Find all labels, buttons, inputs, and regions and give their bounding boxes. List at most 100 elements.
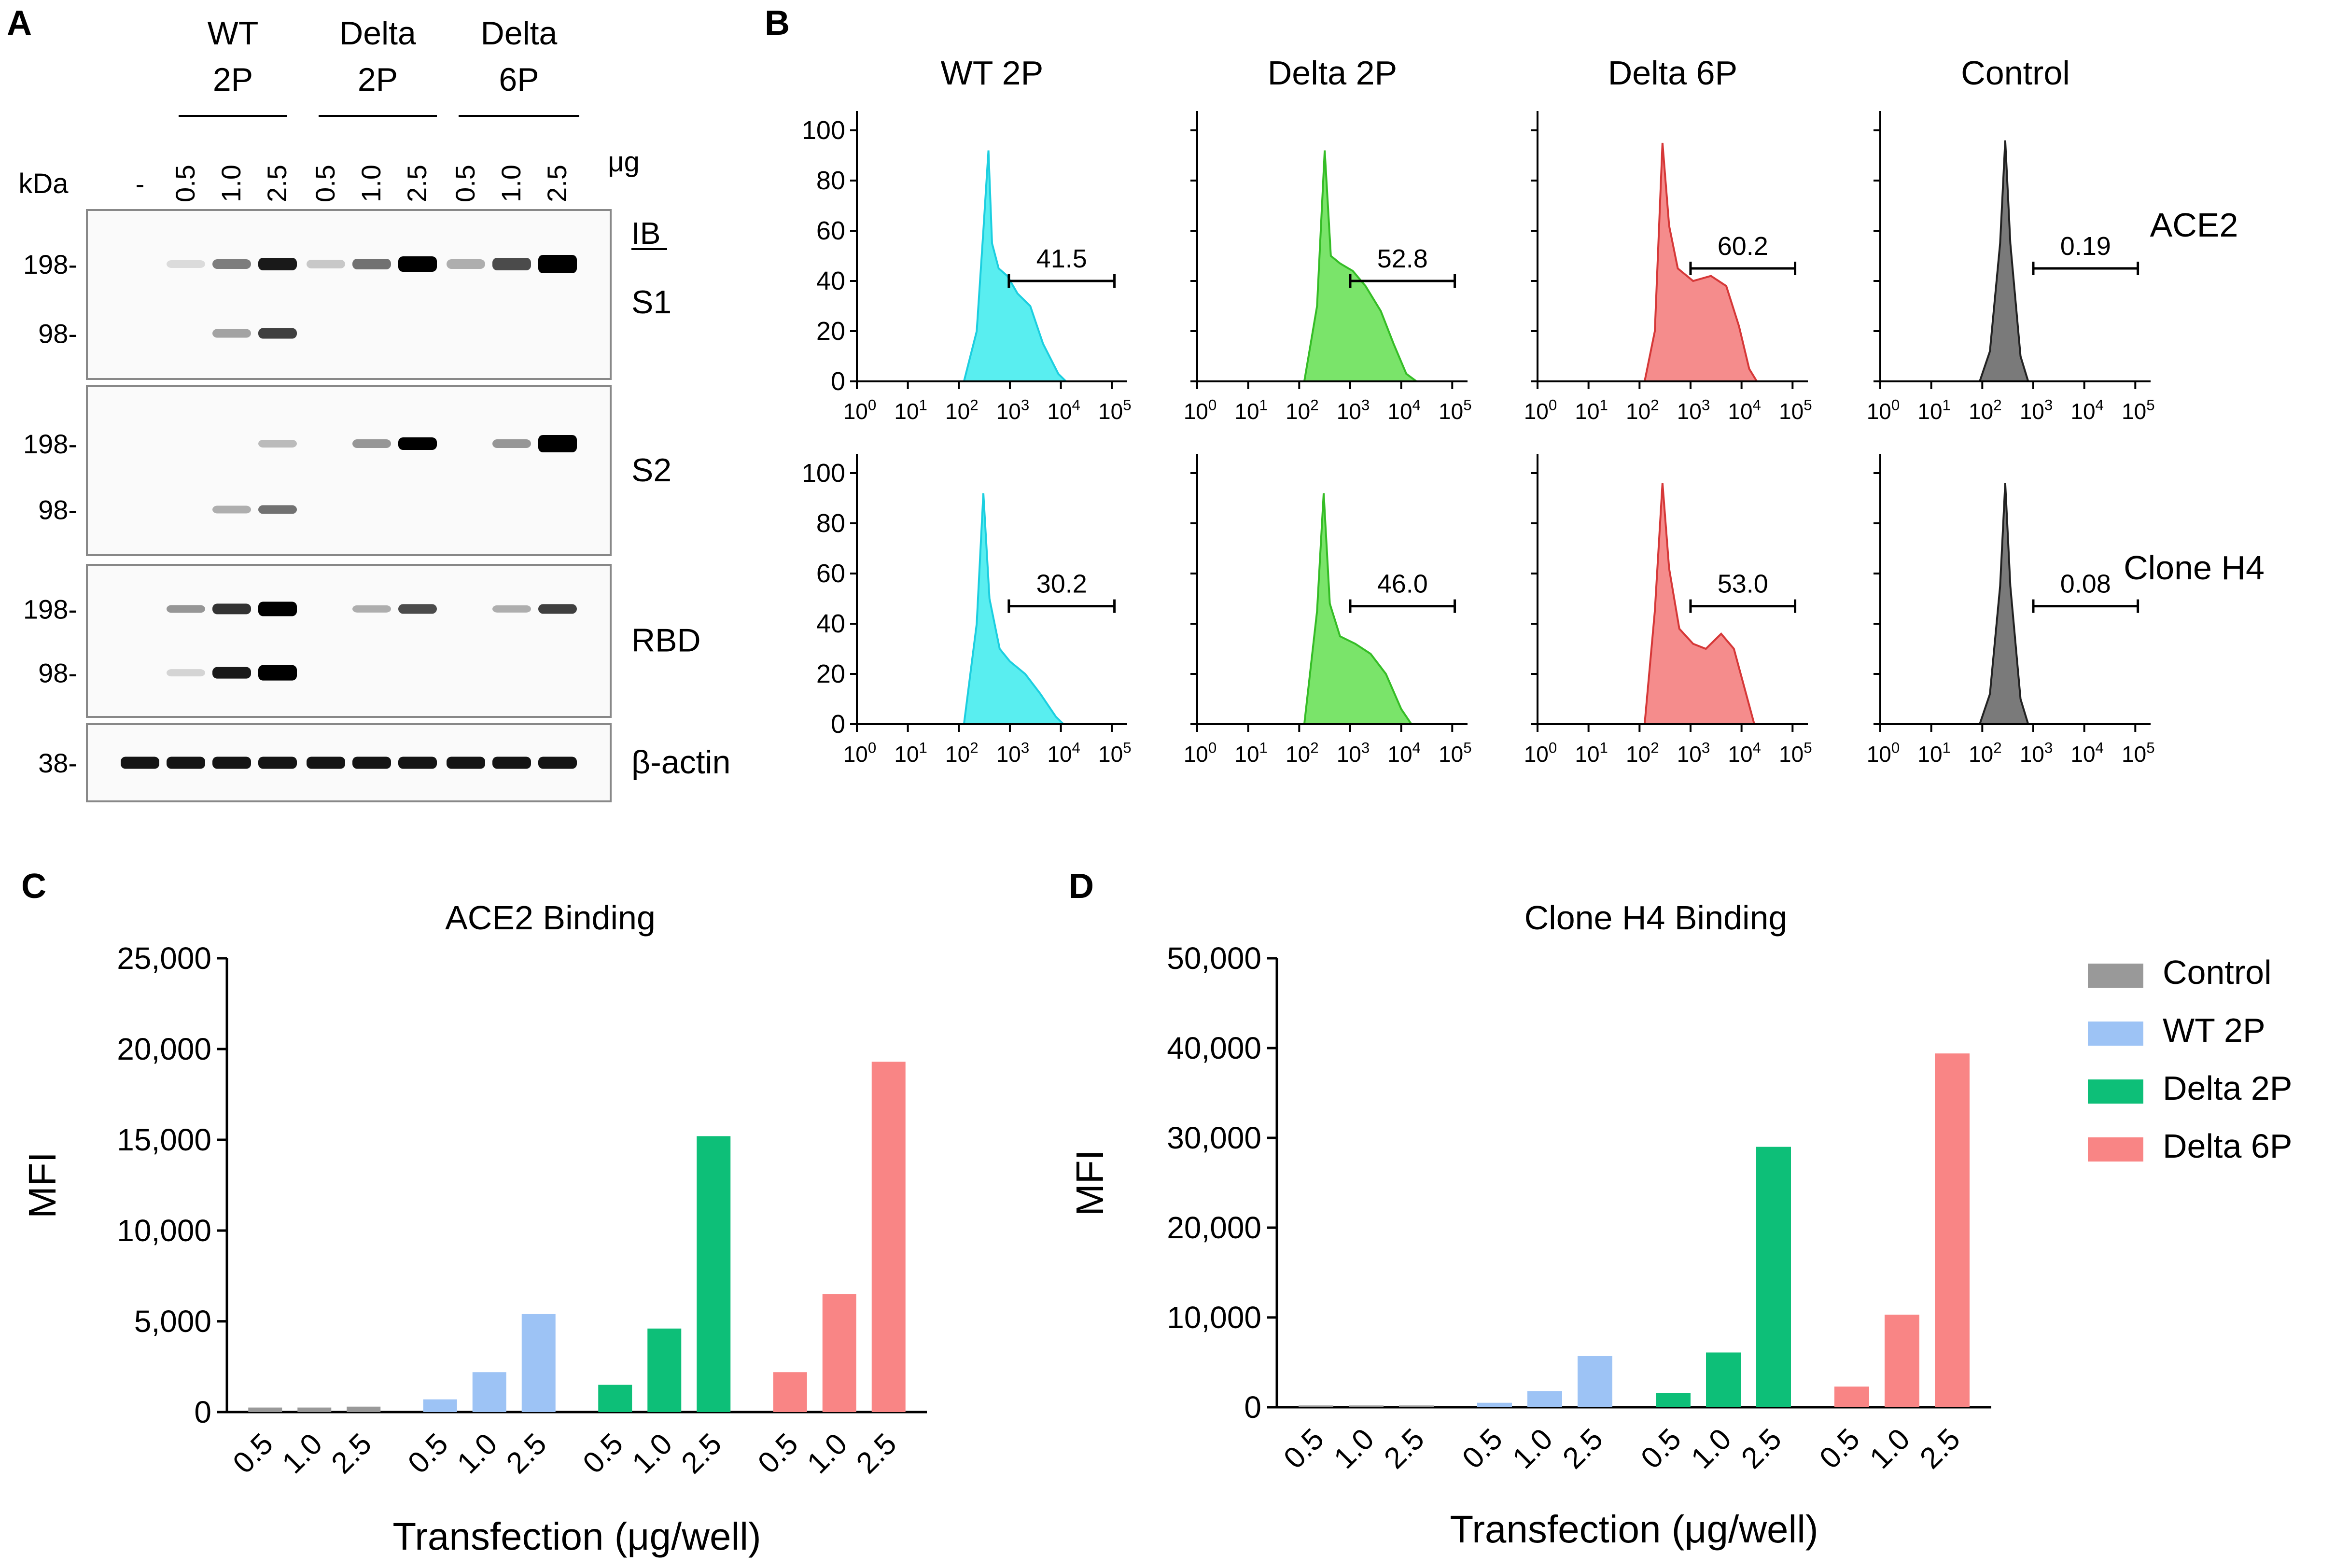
x-tick-label: 0.5 [752, 1427, 805, 1480]
histogram-column-title: WT 2P [941, 54, 1044, 92]
tick-base: 10 [1969, 742, 1993, 767]
y-tick-label: 50,000 [1167, 941, 1261, 976]
protein-band [212, 667, 251, 679]
x-tick-label: 101 [1234, 397, 1268, 424]
tick-base: 10 [1867, 742, 1891, 767]
gate-percentage: 60.2 [1718, 232, 1768, 261]
tick-exponent: 1 [1943, 740, 1951, 756]
x-axis-label: Transfection (μg/well) [392, 1515, 761, 1558]
y-tick-label: 20 [816, 659, 845, 688]
x-tick-label: 103 [2020, 740, 2053, 767]
blot-frame [86, 385, 612, 556]
legend-swatch [2088, 1022, 2143, 1046]
tick-exponent: 3 [1702, 397, 1710, 414]
x-tick-label: 104 [1728, 397, 1761, 424]
gate-percentage: 46.0 [1377, 570, 1428, 599]
tick-base: 10 [1439, 399, 1463, 424]
tick-base: 10 [1047, 399, 1072, 424]
y-tick-label: 10,000 [117, 1213, 211, 1248]
histogram-column-title: Delta 2P [1268, 54, 1397, 92]
lane-dose-label: 1.0 [356, 165, 386, 202]
tick-base: 10 [1286, 399, 1310, 424]
bar-control [1299, 1405, 1333, 1407]
tick-base: 10 [1184, 742, 1208, 767]
protein-band [538, 604, 577, 614]
protein-band [167, 260, 205, 268]
x-tick-label: 1.0 [1328, 1422, 1381, 1475]
protein-band [212, 505, 251, 514]
ib-label: IB [631, 216, 660, 251]
bar-delta-6p [1834, 1386, 1869, 1407]
tick-exponent: 4 [1753, 397, 1761, 414]
histogram-curve [1978, 483, 2030, 725]
group-label-line2: 2P [213, 61, 253, 98]
tick-exponent: 1 [919, 397, 927, 414]
y-tick-label: 40 [816, 609, 845, 638]
tick-base: 10 [1677, 742, 1702, 767]
histogram-curve [1643, 142, 1759, 382]
x-tick-label: 2.5 [325, 1427, 378, 1480]
legend-swatch [2088, 1137, 2143, 1162]
tick-base: 10 [1779, 399, 1804, 424]
y-tick-label: 40 [816, 266, 845, 295]
protein-band [167, 669, 205, 677]
x-tick-label: 100 [1524, 397, 1557, 424]
tick-base: 10 [1626, 399, 1650, 424]
tick-exponent: 5 [1804, 397, 1812, 414]
group-label-line1: Delta [339, 15, 416, 52]
legend-label: Delta 6P [2163, 1127, 2292, 1165]
panel-b-flow-histograms: BWT 2P Delta 2P Delta 6P ControlACE20204060… [765, 4, 2265, 767]
tick-exponent: 4 [1753, 740, 1761, 756]
histogram-row-label: ACE2 [2150, 206, 2238, 244]
x-tick-label: 103 [996, 397, 1030, 424]
lane-negative-label: - [136, 168, 145, 199]
tick-exponent: 4 [1412, 397, 1421, 414]
tick-base: 10 [945, 742, 970, 767]
bar-delta-2p [1756, 1147, 1791, 1407]
mw-marker: 198- [23, 429, 77, 459]
x-axis-label: Transfection (μg/well) [1450, 1508, 1818, 1551]
tick-base: 10 [1098, 742, 1123, 767]
protein-band [121, 756, 159, 769]
x-tick-label: 104 [1387, 397, 1421, 424]
x-tick-label: 102 [1626, 740, 1659, 767]
protein-band [538, 435, 577, 452]
protein-band [447, 756, 485, 769]
tick-exponent: 2 [1310, 740, 1318, 756]
lane-dose-label: 1.0 [216, 165, 246, 202]
histogram-column-title: Control [1961, 54, 2070, 92]
tick-exponent: 0 [1549, 397, 1557, 414]
tick-exponent: 0 [1208, 397, 1216, 414]
protein-band [258, 756, 297, 769]
tick-base: 10 [1337, 399, 1361, 424]
y-tick-label: 25,000 [117, 941, 211, 976]
y-tick-label: 30,000 [1167, 1120, 1261, 1155]
tick-base: 10 [1779, 742, 1804, 767]
x-tick-label: 102 [1286, 740, 1319, 767]
tick-exponent: 0 [1891, 397, 1900, 414]
x-tick-label: 105 [2122, 397, 2155, 424]
legend-label: Control [2163, 953, 2272, 991]
blot-2: 198- 98- RBD [23, 564, 701, 718]
tick-base: 10 [894, 742, 919, 767]
histogram-curve [1303, 493, 1413, 725]
tick-exponent: 2 [970, 740, 978, 756]
tick-exponent: 3 [1702, 740, 1710, 756]
gate-percentage: 41.5 [1036, 244, 1087, 273]
protein-band [398, 756, 437, 769]
x-tick-label: 105 [1439, 740, 1472, 767]
tick-base: 10 [1234, 742, 1259, 767]
x-tick-label: 2.5 [850, 1427, 903, 1480]
tick-base: 10 [843, 742, 868, 767]
legend-swatch [2088, 964, 2143, 988]
lane-dose-label: 0.5 [170, 165, 200, 202]
tick-exponent: 5 [1123, 397, 1131, 414]
tick-exponent: 2 [970, 397, 978, 414]
tick-exponent: 0 [1549, 740, 1557, 756]
mw-marker: 198- [23, 594, 77, 624]
x-tick-label: 101 [1575, 397, 1608, 424]
protein-band [398, 604, 437, 614]
tick-base: 10 [1969, 399, 1993, 424]
